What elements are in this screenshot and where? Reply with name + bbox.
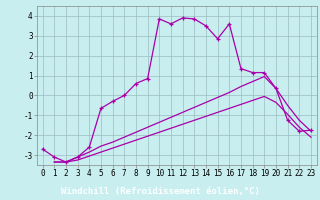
Text: Windchill (Refroidissement éolien,°C): Windchill (Refroidissement éolien,°C) — [60, 187, 260, 196]
